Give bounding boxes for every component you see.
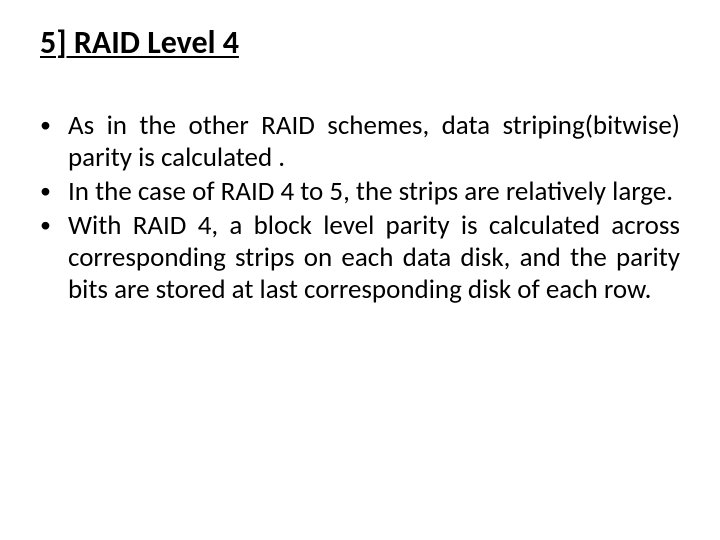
- bullet-text: With RAID 4, a block level parity is cal…: [68, 210, 680, 306]
- bullet-text: In the case of RAID 4 to 5, the strips a…: [68, 176, 680, 208]
- slide-title: 5] RAID Level 4: [40, 24, 680, 62]
- bullet-marker-icon: •: [40, 110, 68, 138]
- bullet-text: As in the other RAID schemes, data strip…: [68, 110, 680, 174]
- slide: 5] RAID Level 4 • As in the other RAID s…: [0, 0, 720, 540]
- slide-body: • As in the other RAID schemes, data str…: [40, 110, 680, 305]
- bullet-marker-icon: •: [40, 176, 68, 204]
- list-item: • As in the other RAID schemes, data str…: [40, 110, 680, 174]
- bullet-marker-icon: •: [40, 210, 68, 238]
- list-item: • With RAID 4, a block level parity is c…: [40, 210, 680, 306]
- list-item: • In the case of RAID 4 to 5, the strips…: [40, 176, 680, 208]
